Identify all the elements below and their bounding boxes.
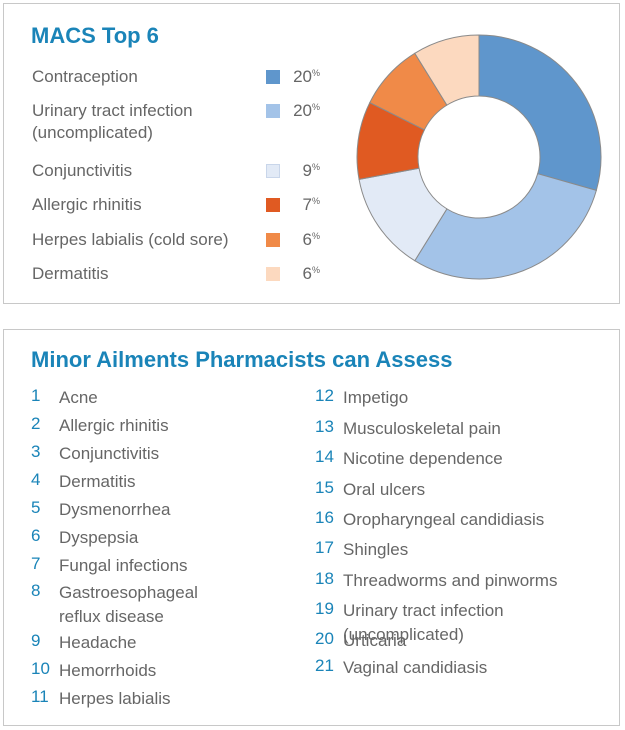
donut-slice	[478, 34, 602, 192]
list-item-label: Allergic rhinitis	[59, 416, 169, 435]
list-item-number: 7	[31, 554, 41, 573]
list-item-label: Nicotine dependence	[343, 449, 503, 468]
list-item-label: Dysmenorrhea	[59, 500, 171, 519]
list-item-number: 14	[315, 447, 334, 466]
list-item-number: 15	[315, 478, 334, 497]
legend-label: Allergic rhinitis	[32, 195, 142, 214]
list-item-number: 1	[31, 386, 41, 405]
legend-value: 20%	[293, 101, 320, 120]
list-item-number: 20	[315, 629, 334, 648]
list-item-label: Conjunctivitis	[59, 444, 160, 463]
list-item-label: Herpes labialis	[59, 689, 171, 708]
macs-top6-panel: MACS Top 6 Contraception 20% Urinary tract…	[3, 3, 620, 304]
legend-value: 9%	[302, 161, 320, 180]
list-item-number: 10	[31, 659, 50, 678]
list-item-label: Headache	[59, 633, 137, 652]
legend-label: Urinary tract infection (uncomplicated)	[32, 101, 193, 142]
list-item-label: Impetigo	[343, 388, 409, 407]
list-item-label: Urinary tract infection (uncomplicated)	[343, 601, 504, 644]
list-item-label: Fungal infections	[59, 556, 188, 575]
list-item-label: Vaginal candidiasis	[343, 658, 488, 677]
legend-value: 20%	[293, 67, 320, 86]
legend-swatch	[266, 164, 280, 178]
legend-label: Herpes labialis (cold sore)	[32, 230, 229, 249]
list-item-label: Dermatitis	[59, 472, 136, 491]
list-item-label: Oral ulcers	[343, 480, 426, 499]
list-item-label: Oropharyngeal candidiasis	[343, 510, 545, 529]
list-item-label: Dyspepsia	[59, 528, 139, 547]
legend-swatch	[266, 267, 280, 281]
list-item-number: 12	[315, 386, 334, 405]
legend-label: Conjunctivitis	[32, 161, 133, 180]
legend-value: 7%	[302, 195, 320, 214]
donut-slice	[414, 34, 480, 106]
list-item-label: Urticaria	[343, 631, 407, 650]
legend-swatch	[266, 198, 280, 212]
list-item-number: 4	[31, 470, 41, 489]
list-item-number: 16	[315, 508, 334, 527]
list-item-number: 6	[31, 526, 41, 545]
donut-chart	[356, 34, 602, 280]
list-item-label: Threadworms and pinworms	[343, 571, 558, 590]
list-item-number: 21	[315, 656, 334, 675]
legend-swatch	[266, 233, 280, 247]
legend-swatch	[266, 70, 280, 84]
chart-title: MACS Top 6	[31, 23, 159, 48]
donut-slice	[414, 173, 597, 280]
list-item-number: 5	[31, 498, 41, 517]
list-item-label: Shingles	[343, 540, 409, 559]
list-item-number: 3	[31, 442, 41, 461]
list-item-number: 8	[31, 581, 41, 600]
legend-value: 6%	[302, 264, 320, 283]
list-item-number: 11	[31, 687, 49, 706]
list-item-number: 17	[315, 538, 334, 557]
list-item-number: 2	[31, 414, 41, 433]
legend-label: Dermatitis	[32, 264, 109, 283]
list-item-number: 19	[315, 599, 334, 618]
list-item-number: 18	[315, 569, 334, 588]
legend-swatch	[266, 104, 280, 118]
list-item-label: Hemorrhoids	[59, 661, 157, 680]
list-item-number: 9	[31, 631, 41, 650]
legend-label: Contraception	[32, 67, 138, 86]
list-item-label: Musculoskeletal pain	[343, 419, 501, 438]
list-item-label: Gastroesophageal reflux disease	[59, 583, 198, 626]
ailments-title: Minor Ailments Pharmacists can Assess	[31, 347, 453, 372]
list-item-label: Acne	[59, 388, 98, 407]
list-item-number: 13	[315, 417, 334, 436]
legend-value: 6%	[302, 230, 320, 249]
